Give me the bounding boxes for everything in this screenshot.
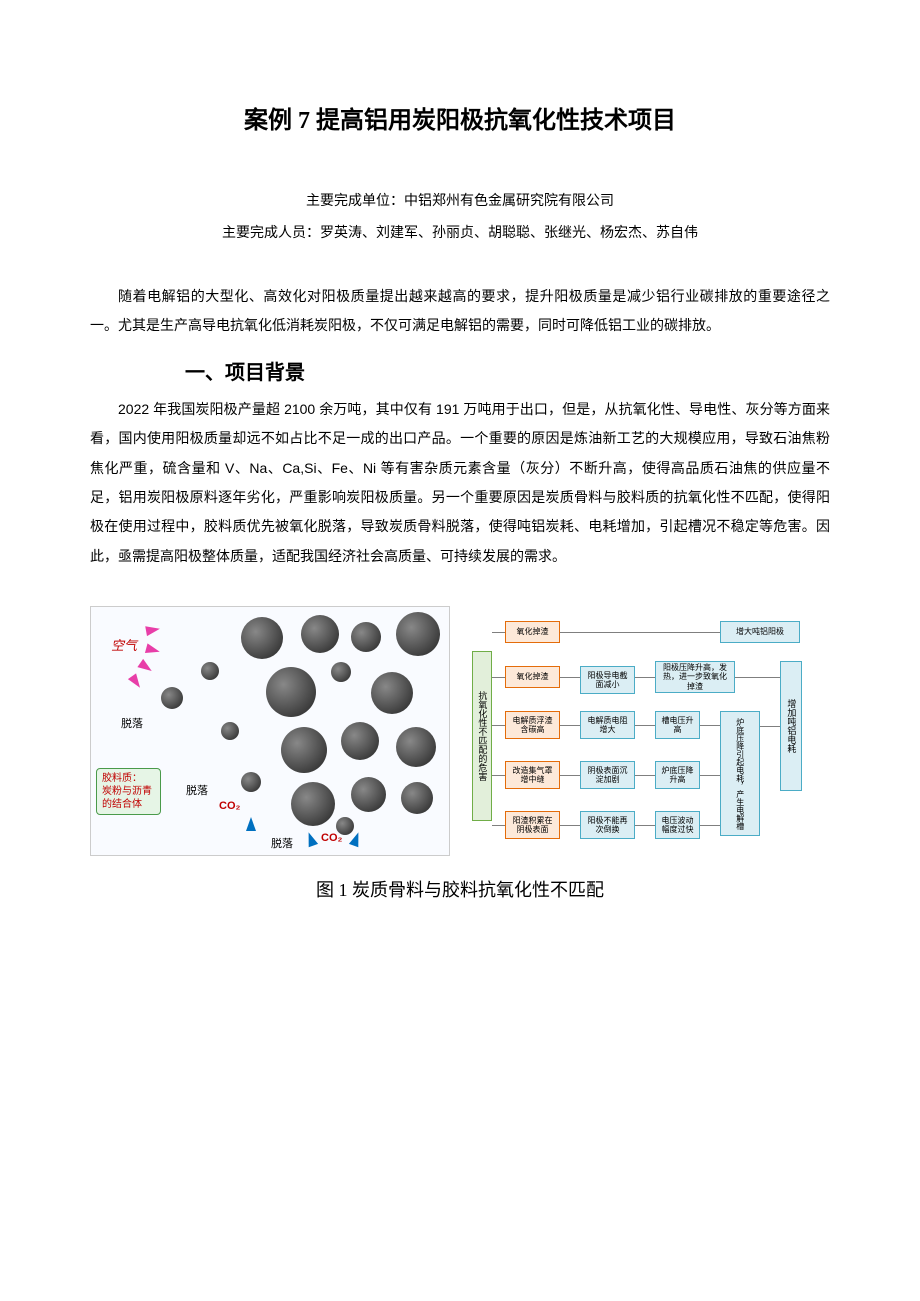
flowchart-box: 氧化掉渣	[505, 621, 560, 643]
completion-unit: 主要完成单位：中铝郑州有色金属研究院有限公司	[90, 190, 830, 210]
flowchart-connector	[560, 775, 580, 776]
granule-icon	[401, 782, 433, 814]
blue-arrow-icon	[304, 831, 318, 848]
granule-icon	[351, 777, 386, 812]
flowchart-connector	[735, 677, 780, 678]
page-title: 案例 7 提高铝用炭阳极抗氧化性技术项目	[90, 100, 830, 135]
unit-label: 主要完成单位：	[306, 192, 404, 208]
blue-arrow-icon	[349, 831, 363, 848]
figure-1-right-flowchart: 抗氧化性不匹配的危害 氧化掉渣 氧化掉渣 电解质浮渣含碳高 改造集气罩增中缝 阳…	[470, 606, 830, 856]
flowchart-connector	[492, 632, 505, 633]
granule-icon	[266, 667, 316, 717]
flowchart-box: 槽电压升高	[655, 711, 700, 739]
granule-icon	[341, 722, 379, 760]
granule-icon	[241, 772, 261, 792]
figure-1-left-schematic: 空气 脱落 脱落 脱落 CO₂ CO₂ 胶料质： 炭粉与沥青 的结合体	[90, 606, 450, 856]
flowchart-connector	[560, 825, 580, 826]
pink-arrow-icon	[145, 624, 161, 636]
granule-icon	[351, 622, 381, 652]
blue-arrow-icon	[246, 817, 256, 831]
granule-icon	[396, 612, 440, 656]
people-label: 主要完成人员：	[222, 224, 320, 240]
flowchart-box: 阳渣积累在阴极表面	[505, 811, 560, 839]
granule-region: 空气 脱落 脱落 脱落 CO₂ CO₂ 胶料质： 炭粉与沥青 的结合体	[91, 607, 449, 855]
granule-icon	[291, 782, 335, 826]
section-1-body: 2022 年我国炭阳极产量超 2100 余万吨，其中仅有 191 万吨用于出口，…	[90, 395, 830, 571]
flowchart-connector	[492, 677, 505, 678]
flowchart-box: 阳极不能再次倒换	[580, 811, 635, 839]
figure-1-row: 空气 脱落 脱落 脱落 CO₂ CO₂ 胶料质： 炭粉与沥青 的结合体	[90, 606, 830, 856]
co2-label: CO₂	[219, 800, 240, 812]
shed-label: 脱落	[186, 782, 208, 798]
granule-icon	[201, 662, 219, 680]
flowchart-connector	[635, 825, 655, 826]
flowchart-box: 电解质浮渣含碳高	[505, 711, 560, 739]
flowchart-right-vertical: 增加吨铝电耗	[780, 661, 802, 791]
section-1-heading: 一、项目背景	[185, 356, 830, 385]
callout-box: 胶料质： 炭粉与沥青 的结合体	[96, 768, 161, 815]
flowchart-box: 阳极压降升高，发热，进一步致氧化掉渣	[655, 661, 735, 693]
flowchart-connector	[492, 825, 505, 826]
flowchart-box: 炉底压降引起电耗，产生电解槽	[720, 711, 760, 836]
callout-line: 炭粉与沥青	[102, 785, 155, 798]
flowchart-connector	[560, 725, 580, 726]
granule-icon	[221, 722, 239, 740]
flowchart-box: 氧化掉渣	[505, 666, 560, 688]
figure-1-caption: 图 1 炭质骨料与胶料抗氧化性不匹配	[90, 876, 830, 902]
granule-icon	[396, 727, 436, 767]
flowchart-connector	[560, 632, 720, 633]
flowchart-connector	[760, 726, 780, 727]
flowchart-box: 电压波动幅度过快	[655, 811, 700, 839]
shed-label: 脱落	[121, 715, 143, 731]
flowchart-connector	[635, 775, 655, 776]
flowchart-box: 阴极表面沉淀加剧	[580, 761, 635, 789]
flowchart-box: 电解质电阻增大	[580, 711, 635, 739]
granule-icon	[371, 672, 413, 714]
flowchart-connector	[700, 825, 720, 826]
flowchart-connector	[700, 775, 720, 776]
callout-line: 的结合体	[102, 798, 155, 811]
pink-arrow-icon	[137, 659, 154, 675]
granule-icon	[161, 687, 183, 709]
granule-icon	[281, 727, 327, 773]
flowchart-connector	[560, 677, 580, 678]
flowchart-box: 阳极导电截面减小	[580, 666, 635, 694]
flowchart-connector	[635, 677, 655, 678]
pink-arrow-icon	[145, 643, 161, 656]
flowchart-connector	[700, 725, 720, 726]
intro-paragraph: 随着电解铝的大型化、高效化对阳极质量提出越来越高的要求，提升阳极质量是减少铝行业…	[90, 282, 830, 341]
air-label: 空气	[111, 635, 137, 654]
granule-icon	[301, 615, 339, 653]
unit-value: 中铝郑州有色金属研究院有限公司	[404, 192, 614, 208]
pink-arrow-icon	[128, 674, 144, 691]
flowchart-box: 增大吨铝阳极	[720, 621, 800, 643]
callout-title: 胶料质：	[102, 772, 155, 785]
completion-people: 主要完成人员：罗英涛、刘建军、孙丽贞、胡聪聪、张继光、杨宏杰、苏自伟	[90, 222, 830, 242]
flowchart-connector	[635, 725, 655, 726]
flowchart-box: 改造集气罩增中缝	[505, 761, 560, 789]
granule-icon	[331, 662, 351, 682]
granule-icon	[241, 617, 283, 659]
shed-label: 脱落	[271, 835, 293, 851]
people-value: 罗英涛、刘建军、孙丽贞、胡聪聪、张继光、杨宏杰、苏自伟	[320, 224, 698, 240]
flowchart-connector	[492, 725, 505, 726]
flowchart-left-vertical: 抗氧化性不匹配的危害	[472, 651, 492, 821]
co2-label: CO₂	[321, 832, 342, 844]
flowchart-connector	[492, 775, 505, 776]
flowchart-box: 炉底压降升高	[655, 761, 700, 789]
